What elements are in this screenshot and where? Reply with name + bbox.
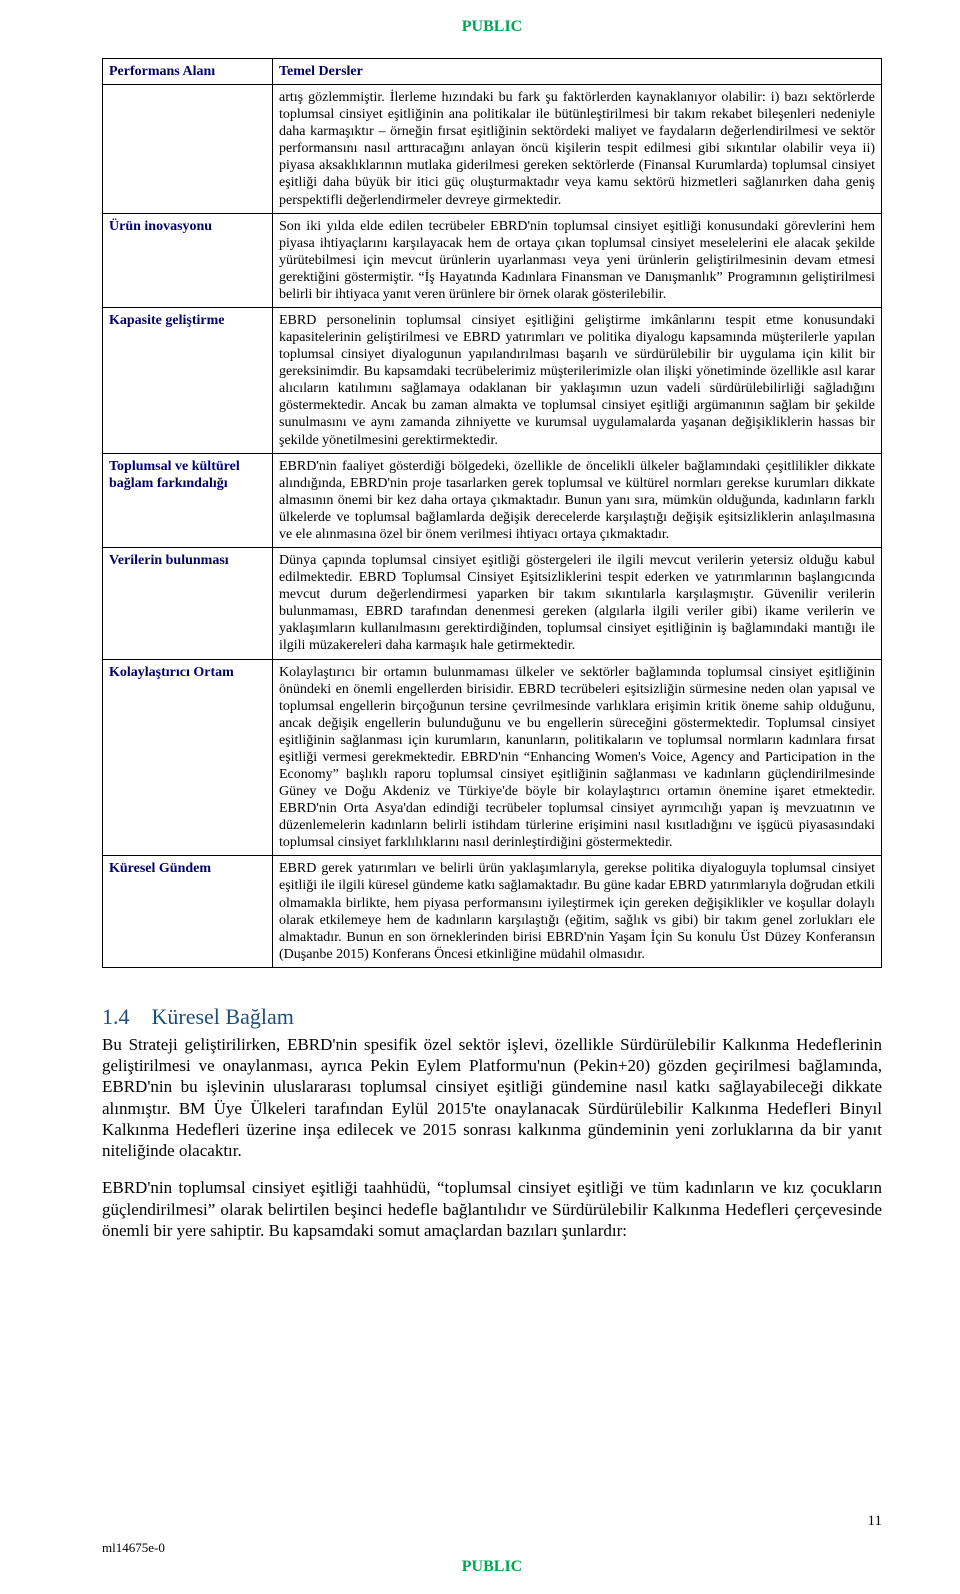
section-title: 1.4 Küresel Bağlam <box>102 1004 882 1030</box>
row-label: Kolaylaştırıcı Ortam <box>103 659 273 856</box>
table-row: Küresel Gündem EBRD gerek yatırımları ve… <box>103 856 882 967</box>
table-header-row: Performans Alanı Temel Dersler <box>103 59 882 85</box>
footer-doc-code: ml14675e-0 <box>102 1540 165 1556</box>
table-row: Verilerin bulunması Dünya çapında toplum… <box>103 548 882 659</box>
row-text: EBRD'nin faaliyet gösterdiği bölgedeki, … <box>273 453 882 547</box>
table-row: Kapasite geliştirme EBRD personelinin to… <box>103 308 882 454</box>
section-body: Bu Strateji geliştirilirken, EBRD'nin sp… <box>102 1034 882 1241</box>
table-header-col2: Temel Dersler <box>273 59 882 85</box>
row-label: Toplumsal ve kültürel bağlam farkındalığ… <box>103 453 273 547</box>
row-label <box>103 85 273 214</box>
paragraph: EBRD'nin toplumsal cinsiyet eşitliği taa… <box>102 1177 882 1241</box>
table-row: artış gözlemmiştir. İlerleme hızındaki b… <box>103 85 882 214</box>
row-label: Kapasite geliştirme <box>103 308 273 454</box>
section-1-4: 1.4 Küresel Bağlam Bu Strateji geliştiri… <box>102 1004 882 1241</box>
row-label: Ürün inovasyonu <box>103 213 273 307</box>
table-header-col1: Performans Alanı <box>103 59 273 85</box>
row-label: Küresel Gündem <box>103 856 273 967</box>
page: PUBLIC Performans Alanı Temel Dersler ar… <box>0 0 960 1594</box>
row-text: EBRD personelinin toplumsal cinsiyet eşi… <box>273 308 882 454</box>
page-number: 11 <box>868 1513 882 1530</box>
paragraph: Bu Strateji geliştirilirken, EBRD'nin sp… <box>102 1034 882 1162</box>
header-classification: PUBLIC <box>102 18 882 36</box>
row-label: Verilerin bulunması <box>103 548 273 659</box>
row-text: artış gözlemmiştir. İlerleme hızındaki b… <box>273 85 882 214</box>
table-row: Ürün inovasyonu Son iki yılda elde edile… <box>103 213 882 307</box>
row-text: EBRD gerek yatırımları ve belirli ürün y… <box>273 856 882 967</box>
footer-classification: PUBLIC <box>462 1558 522 1576</box>
row-text: Kolaylaştırıcı bir ortamın bulunmaması ü… <box>273 659 882 856</box>
footer: ml14675e-0 11 PUBLIC <box>102 1558 882 1576</box>
main-table: Performans Alanı Temel Dersler artış göz… <box>102 58 882 968</box>
section-heading: Küresel Bağlam <box>152 1004 294 1029</box>
table-row: Toplumsal ve kültürel bağlam farkındalığ… <box>103 453 882 547</box>
section-number: 1.4 <box>102 1004 130 1029</box>
row-text: Son iki yılda elde edilen tecrübeler EBR… <box>273 213 882 307</box>
table-row: Kolaylaştırıcı Ortam Kolaylaştırıcı bir … <box>103 659 882 856</box>
row-text: Dünya çapında toplumsal cinsiyet eşitliğ… <box>273 548 882 659</box>
